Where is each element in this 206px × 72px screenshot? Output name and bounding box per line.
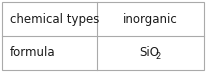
Text: formula: formula [10,47,56,59]
Text: chemical types: chemical types [10,13,99,25]
Text: SiO: SiO [139,47,159,59]
Text: inorganic: inorganic [123,13,178,25]
Text: 2: 2 [155,52,161,61]
